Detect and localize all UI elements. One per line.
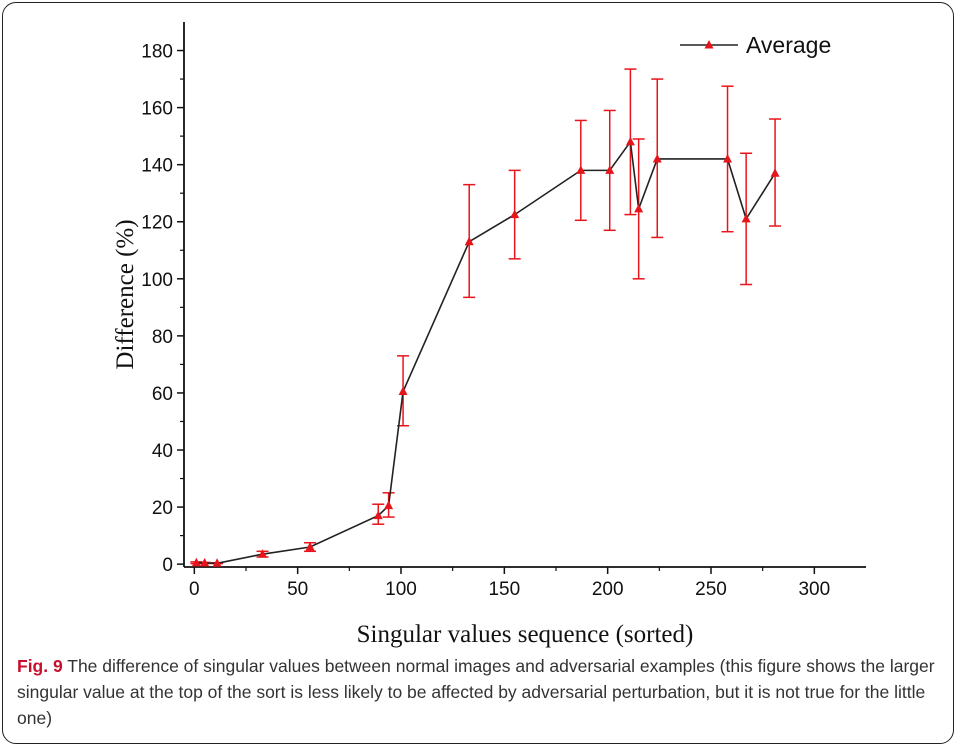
y-tick-label: 20 <box>152 498 173 519</box>
x-tick-label: 300 <box>798 579 830 600</box>
data-point <box>605 165 615 174</box>
data-point <box>384 500 394 510</box>
y-tick-label: 60 <box>152 384 173 405</box>
data-point <box>398 386 408 396</box>
y-tick-label: 100 <box>141 270 173 291</box>
data-point <box>770 168 780 177</box>
data-point <box>464 236 474 246</box>
data-point <box>741 213 751 223</box>
x-tick-label: 200 <box>592 579 624 600</box>
data-series <box>190 68 782 567</box>
data-point <box>652 153 662 163</box>
x-tick-label: 250 <box>695 579 727 600</box>
y-tick-label: 40 <box>152 441 173 462</box>
data-point <box>305 542 315 551</box>
data-point <box>212 558 222 567</box>
legend-label: Average <box>746 32 831 58</box>
data-point <box>200 558 210 567</box>
x-tick-label: 100 <box>385 579 417 600</box>
y-tick-label: 0 <box>162 555 173 576</box>
legend-marker <box>704 40 714 49</box>
x-axis-title: Singular values sequence (sorted) <box>357 621 694 648</box>
y-tick-label: 140 <box>141 156 173 177</box>
data-point <box>625 136 635 146</box>
data-point <box>510 209 520 219</box>
y-axis-title: Difference (%) <box>112 219 139 369</box>
y-tick-label: 160 <box>141 99 173 120</box>
data-point <box>576 165 586 174</box>
figure-label: Fig. 9 <box>17 656 63 676</box>
data-point <box>191 557 201 567</box>
data-point <box>634 203 644 213</box>
figure-caption: Fig. 9 The difference of singular values… <box>17 653 937 731</box>
x-tick-label: 0 <box>189 579 200 600</box>
series-line <box>196 139 776 565</box>
data-point <box>258 549 268 558</box>
legend: Average <box>680 32 831 58</box>
data-point <box>723 153 733 163</box>
y-tick-label: 180 <box>141 42 173 63</box>
x-tick-label: 50 <box>287 579 308 600</box>
axis-ticks: 0 20 40 60 80 100 120 140 160 180 0 50 100 150 200 250 3… <box>141 42 830 600</box>
x-tick-label: 150 <box>488 579 520 600</box>
y-tick-label: 120 <box>141 213 173 234</box>
caption-text: The difference of singular values betwee… <box>17 656 935 728</box>
y-tick-label: 80 <box>152 327 173 348</box>
axes <box>183 22 866 568</box>
line-chart: 0 20 40 60 80 100 120 140 160 180 0 50 100 150 200 250 3… <box>112 22 866 648</box>
data-point <box>373 510 383 520</box>
